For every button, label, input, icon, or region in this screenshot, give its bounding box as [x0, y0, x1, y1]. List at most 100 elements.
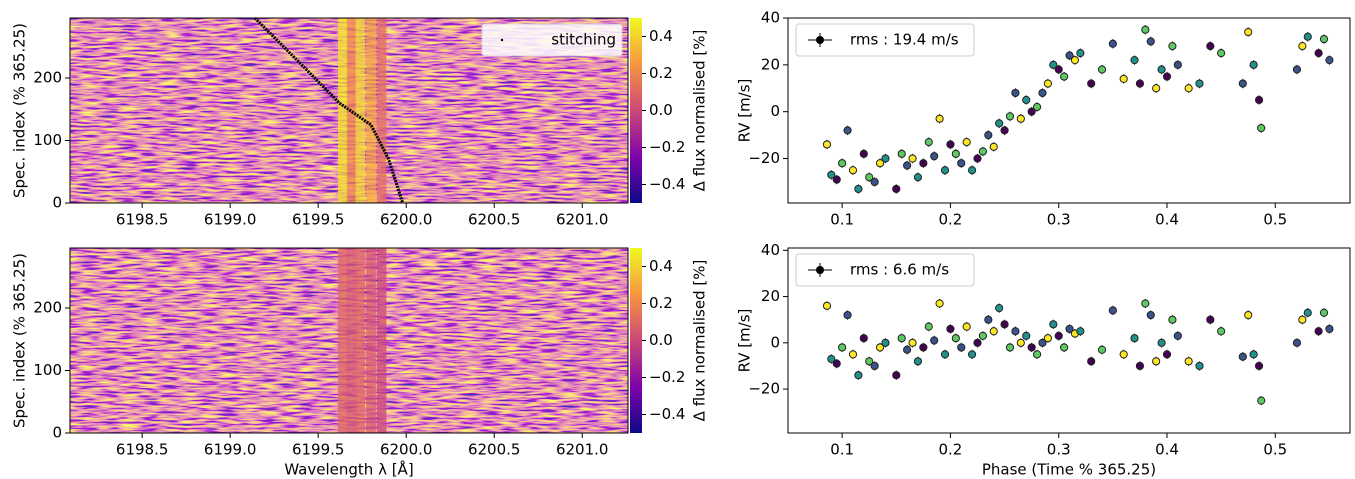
data-point	[1038, 88, 1047, 98]
data-point	[995, 119, 1004, 128]
colorbar	[630, 18, 642, 203]
x-tick-label: 6200.0	[380, 211, 433, 229]
data-point	[1141, 299, 1150, 308]
data-point	[1000, 126, 1009, 135]
data-point	[897, 149, 906, 158]
data-point	[859, 334, 868, 343]
data-point	[892, 184, 901, 194]
x-tick-label: 6200.5	[468, 441, 521, 459]
data-point	[1022, 95, 1031, 105]
data-point	[924, 322, 933, 331]
data-point	[1119, 350, 1128, 359]
data-point	[1005, 343, 1015, 352]
y-tick-label: 200	[33, 299, 62, 317]
legend-label: rms : 6.6 m/s	[850, 261, 949, 279]
x-tick-label: 6200.5	[468, 211, 521, 229]
data-point	[957, 159, 966, 168]
heatmap-column	[346, 248, 357, 433]
data-point	[1162, 72, 1172, 81]
x-tick-label: 0.1	[830, 441, 854, 459]
y-tick-label: 0	[770, 333, 780, 351]
data-point	[1244, 27, 1253, 37]
data-point	[1217, 49, 1226, 58]
axes-frame	[787, 17, 1351, 204]
data-point	[908, 338, 917, 347]
colorbar-tick-label: 0.2	[649, 294, 673, 312]
data-point	[1314, 49, 1323, 58]
data-point	[1043, 334, 1052, 343]
data-point	[1168, 42, 1177, 51]
x-tick-label: 6200.0	[380, 441, 433, 459]
data-point	[1011, 327, 1020, 336]
data-point	[1254, 95, 1264, 105]
legend-label: stitching	[551, 31, 616, 49]
axes-frame	[787, 247, 1351, 434]
data-point	[838, 343, 847, 352]
data-point	[957, 343, 966, 352]
data-point	[967, 166, 977, 175]
y-tick-label: 40	[761, 241, 780, 259]
x-tick-label: 0.3	[1047, 211, 1071, 229]
y-axis-label: Spec. index (% 365.25)	[11, 23, 29, 198]
data-point	[1168, 315, 1177, 324]
data-point	[1173, 60, 1182, 69]
x-tick-label: 0.1	[830, 211, 854, 229]
colorbar-tick-label: −0.4	[649, 175, 685, 193]
colorbar-tick-label: 0.4	[649, 257, 673, 275]
colorbar-tick-label: 0.0	[649, 101, 673, 119]
data-point	[1303, 32, 1312, 41]
data-point	[1249, 350, 1258, 359]
y-tick-label: 200	[33, 69, 62, 87]
data-point	[1157, 338, 1166, 347]
data-point	[1157, 65, 1166, 74]
data-point	[1065, 324, 1074, 334]
data-point	[1292, 338, 1302, 347]
y-tick-label: 0	[52, 194, 62, 212]
data-point	[1217, 327, 1226, 336]
data-point	[1070, 56, 1080, 65]
data-point	[865, 357, 874, 366]
data-point	[935, 299, 944, 308]
data-point	[1016, 114, 1025, 123]
data-point	[848, 166, 858, 175]
data-point	[1005, 112, 1015, 121]
data-point	[978, 331, 988, 340]
x-tick-label: 0.2	[938, 211, 962, 229]
x-axis-label: Wavelength λ [Å]	[284, 460, 413, 479]
stitching-line	[253, 16, 405, 204]
legend-marker	[816, 266, 824, 274]
data-point	[1076, 327, 1085, 336]
data-point	[1244, 310, 1253, 320]
x-tick-label: 0.5	[1263, 211, 1287, 229]
data-point	[913, 173, 923, 182]
y-axis-label: RV [m/s]	[736, 309, 754, 373]
data-point	[984, 130, 993, 140]
data-point	[930, 152, 939, 161]
colorbar-tick-label: −0.2	[649, 138, 685, 156]
data-point	[843, 126, 852, 135]
data-point	[978, 147, 988, 156]
colorbar-tick-label: 0.4	[649, 27, 673, 45]
data-point	[984, 315, 993, 324]
legend-label: rms : 19.4 m/s	[850, 31, 959, 49]
data-point	[989, 142, 998, 151]
y-tick-label: 0	[770, 102, 780, 120]
data-point	[1257, 123, 1266, 133]
data-point	[1325, 324, 1334, 334]
data-point	[827, 170, 836, 179]
data-point	[1146, 310, 1155, 320]
data-point	[1108, 39, 1117, 48]
data-point	[1135, 79, 1145, 88]
data-point	[973, 154, 982, 163]
heatmap-column	[337, 18, 348, 203]
data-point	[1027, 343, 1036, 352]
data-point	[1254, 361, 1264, 371]
x-tick-label: 6201.0	[556, 441, 609, 459]
heatmap-column	[376, 248, 387, 433]
x-axis-label: Phase (Time % 365.25)	[982, 461, 1156, 479]
data-point	[1238, 352, 1247, 361]
data-point	[951, 334, 960, 343]
heatmap-column	[376, 18, 387, 203]
axes-frame	[69, 247, 629, 434]
